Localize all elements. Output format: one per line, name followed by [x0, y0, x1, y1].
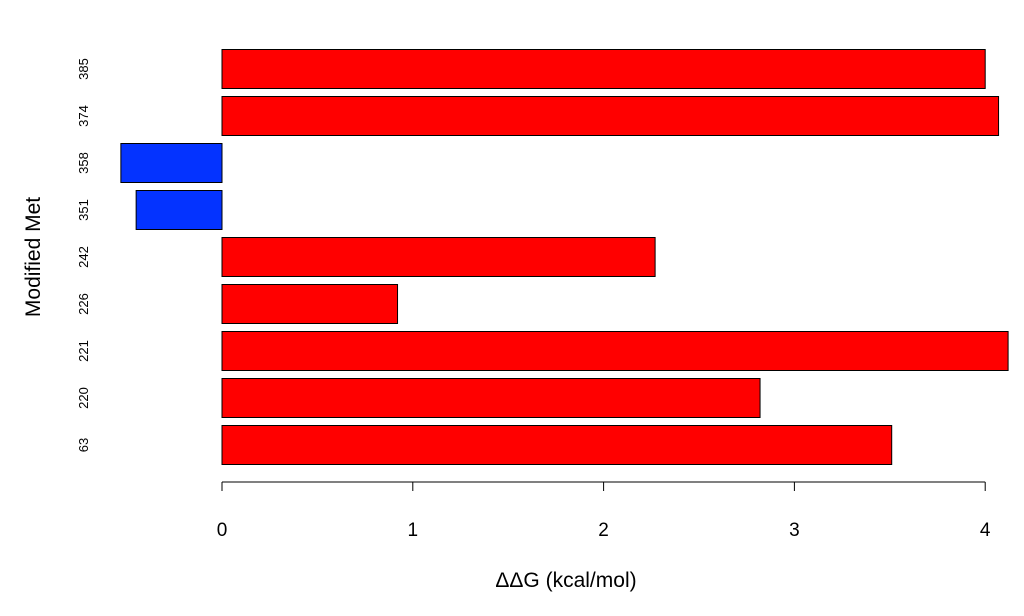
x-tick-label-4: 4	[980, 520, 991, 541]
bar-358	[120, 143, 223, 183]
y-axis-title: Modified Met	[22, 197, 45, 317]
category-labels: 63 220 221 226 242 351 358 374 385	[76, 58, 91, 452]
bar-351	[135, 190, 223, 230]
bars-group	[120, 49, 1009, 465]
bar-385	[221, 49, 986, 89]
bar-220	[221, 378, 761, 418]
category-label-358: 358	[76, 152, 91, 174]
category-label-385: 385	[76, 58, 91, 80]
category-label-221: 221	[76, 340, 91, 362]
bar-374	[221, 96, 1000, 136]
bar-226	[221, 284, 399, 324]
bar-242	[221, 237, 656, 277]
bar-221	[221, 331, 1009, 371]
x-tick-label-0: 0	[217, 520, 228, 541]
x-axis-title: ΔΔG (kcal/mol)	[495, 569, 636, 592]
category-label-374: 374	[76, 105, 91, 127]
bar-63	[221, 425, 893, 465]
x-axis: 0 1 2 3 4	[217, 481, 991, 541]
x-tick-label-1: 1	[408, 520, 419, 541]
x-tick-label-3: 3	[789, 520, 800, 541]
category-label-226: 226	[76, 293, 91, 315]
category-label-220: 220	[76, 387, 91, 409]
category-label-351: 351	[76, 199, 91, 221]
x-tick-label-2: 2	[598, 520, 609, 541]
category-label-242: 242	[76, 246, 91, 268]
category-label-63: 63	[76, 438, 91, 452]
